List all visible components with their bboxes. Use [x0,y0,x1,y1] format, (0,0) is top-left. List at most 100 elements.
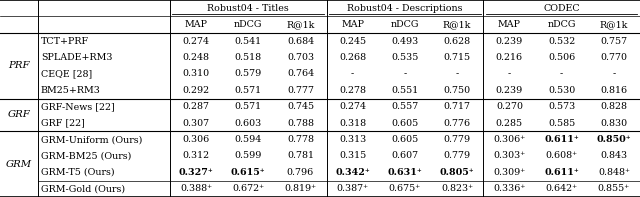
Text: 0.274: 0.274 [339,102,366,111]
Text: 0.530: 0.530 [548,86,575,95]
Text: 0.551: 0.551 [391,86,419,95]
Text: 0.764: 0.764 [287,69,314,78]
Text: -: - [508,69,511,78]
Text: 0.777: 0.777 [287,86,314,95]
Text: R@1k: R@1k [600,20,628,29]
Text: 0.310: 0.310 [182,69,209,78]
Text: 0.611⁺: 0.611⁺ [544,135,579,144]
Text: 0.757: 0.757 [600,36,627,46]
Text: 0.779: 0.779 [444,135,471,144]
Text: -: - [403,69,406,78]
Text: MAP: MAP [341,20,364,29]
Text: GRM: GRM [6,160,32,169]
Text: 0.312: 0.312 [182,151,209,161]
Text: 0.571: 0.571 [235,102,262,111]
Text: 0.823⁺: 0.823⁺ [441,184,473,193]
Text: 0.278: 0.278 [339,86,366,95]
Text: 0.285: 0.285 [496,119,523,128]
Text: MAP: MAP [184,20,207,29]
Text: 0.672⁺: 0.672⁺ [232,184,264,193]
Text: 0.573: 0.573 [548,102,575,111]
Text: -: - [560,69,563,78]
Text: -: - [456,69,459,78]
Text: TCT+PRF: TCT+PRF [41,36,89,46]
Text: CEQE [28]: CEQE [28] [41,69,92,78]
Text: 0.557: 0.557 [391,102,419,111]
Text: R@1k: R@1k [443,20,471,29]
Text: nDCG: nDCG [547,20,576,29]
Text: 0.828: 0.828 [600,102,627,111]
Text: 0.717: 0.717 [444,102,470,111]
Text: 0.306: 0.306 [182,135,210,144]
Text: 0.778: 0.778 [287,135,314,144]
Text: GRF: GRF [8,110,31,119]
Text: 0.607: 0.607 [392,151,419,161]
Text: GRM-BM25 (Ours): GRM-BM25 (Ours) [41,151,131,161]
Text: 0.848⁺: 0.848⁺ [598,168,630,177]
Text: 0.313: 0.313 [339,135,366,144]
Text: 0.594: 0.594 [235,135,262,144]
Text: 0.387⁺: 0.387⁺ [337,184,369,193]
Text: 0.805⁺: 0.805⁺ [440,168,474,177]
Text: 0.571: 0.571 [235,86,262,95]
Text: 0.303⁺: 0.303⁺ [493,151,525,161]
Text: 0.541: 0.541 [235,36,262,46]
Text: 0.248: 0.248 [182,53,209,62]
Text: 0.579: 0.579 [235,69,262,78]
Text: 0.605: 0.605 [391,119,419,128]
Text: 0.830: 0.830 [600,119,627,128]
Text: 0.274: 0.274 [182,36,209,46]
Text: R@1k: R@1k [286,20,315,29]
Text: 0.796: 0.796 [287,168,314,177]
Text: 0.245: 0.245 [339,36,366,46]
Text: 0.684: 0.684 [287,36,314,46]
Text: 0.318: 0.318 [339,119,366,128]
Text: 0.599: 0.599 [234,151,262,161]
Text: 0.781: 0.781 [287,151,314,161]
Text: 0.603: 0.603 [235,119,262,128]
Text: 0.843: 0.843 [600,151,627,161]
Text: 0.493: 0.493 [391,36,419,46]
Text: 0.239: 0.239 [496,36,523,46]
Text: 0.388⁺: 0.388⁺ [180,184,212,193]
Text: 0.287: 0.287 [182,102,209,111]
Text: 0.532: 0.532 [548,36,575,46]
Text: 0.611⁺: 0.611⁺ [544,168,579,177]
Text: 0.642⁺: 0.642⁺ [545,184,578,193]
Text: 0.585: 0.585 [548,119,575,128]
Text: 0.628: 0.628 [444,36,471,46]
Text: 0.327⁺: 0.327⁺ [179,168,213,177]
Text: 0.292: 0.292 [182,86,209,95]
Text: MAP: MAP [498,20,521,29]
Text: 0.855⁺: 0.855⁺ [598,184,630,193]
Text: nDCG: nDCG [234,20,262,29]
Text: 0.518: 0.518 [235,53,262,62]
Text: GRF-News [22]: GRF-News [22] [41,102,115,111]
Text: 0.307: 0.307 [182,119,209,128]
Text: 0.631⁺: 0.631⁺ [388,168,422,177]
Text: 0.779: 0.779 [444,151,471,161]
Text: 0.608⁺: 0.608⁺ [545,151,578,161]
Text: CODEC: CODEC [543,4,580,13]
Text: -: - [612,69,616,78]
Text: 0.605: 0.605 [391,135,419,144]
Text: 0.745: 0.745 [287,102,314,111]
Text: SPLADE+RM3: SPLADE+RM3 [41,53,113,62]
Text: 0.770: 0.770 [600,53,627,62]
Text: 0.239: 0.239 [496,86,523,95]
Text: 0.675⁺: 0.675⁺ [389,184,421,193]
Text: 0.336⁺: 0.336⁺ [493,184,525,193]
Text: 0.788: 0.788 [287,119,314,128]
Text: 0.715: 0.715 [444,53,471,62]
Text: 0.850⁺: 0.850⁺ [596,135,631,144]
Text: GRM-Gold (Ours): GRM-Gold (Ours) [41,184,125,193]
Text: 0.776: 0.776 [444,119,471,128]
Text: 0.506: 0.506 [548,53,575,62]
Text: 0.268: 0.268 [339,53,366,62]
Text: 0.342⁺: 0.342⁺ [335,168,370,177]
Text: Robust04 - Titles: Robust04 - Titles [207,4,289,13]
Text: 0.535: 0.535 [391,53,419,62]
Text: 0.270: 0.270 [496,102,523,111]
Text: 0.703: 0.703 [287,53,314,62]
Text: 0.309⁺: 0.309⁺ [493,168,525,177]
